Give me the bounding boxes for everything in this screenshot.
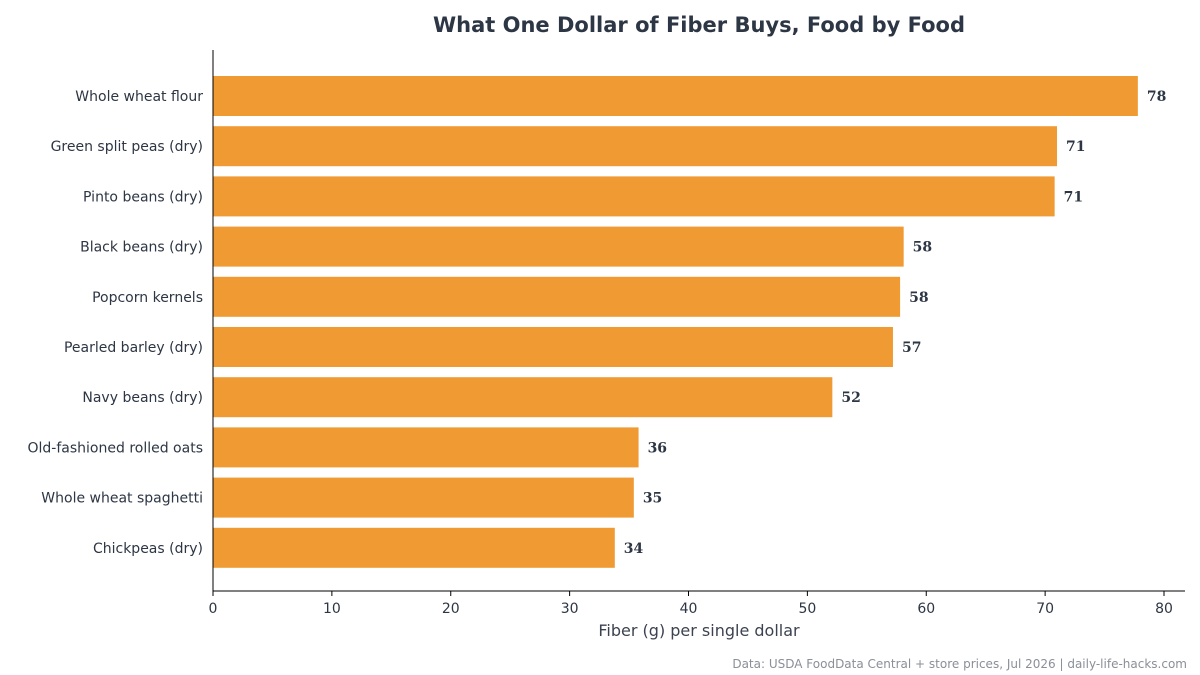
bar: [213, 427, 639, 468]
x-axis-label: Fiber (g) per single dollar: [598, 621, 800, 640]
x-axis: 0 10 20 30 40 50 60 70 80: [209, 590, 1185, 617]
x-tick-label: 0: [209, 601, 218, 617]
x-tick-label: 20: [442, 601, 460, 617]
category-label: Navy beans (dry): [82, 390, 203, 406]
category-labels-group: Whole wheat flour Green split peas (dry) P…: [28, 89, 204, 557]
bar-value-label: 52: [841, 390, 860, 406]
bar-value-label: 57: [902, 340, 921, 356]
x-tick-label: 30: [561, 601, 579, 617]
bar: [213, 477, 634, 518]
bar: [213, 527, 615, 568]
x-tick-label: 80: [1155, 601, 1173, 617]
bar-value-label: 71: [1066, 139, 1085, 155]
bar: [213, 126, 1058, 167]
category-label: Popcorn kernels: [92, 290, 203, 306]
category-label: Green split peas (dry): [51, 139, 203, 155]
category-label: Whole wheat flour: [75, 89, 203, 105]
bars-group: [213, 76, 1138, 568]
bar: [213, 76, 1138, 116]
bar-value-label: 58: [909, 290, 928, 306]
bar: [213, 276, 901, 317]
category-label: Pearled barley (dry): [64, 340, 203, 356]
category-label: Pinto beans (dry): [83, 189, 203, 205]
bar: [213, 226, 904, 267]
bar-value-label: 36: [648, 440, 667, 456]
bar: [213, 176, 1055, 217]
bar-value-label: 35: [643, 491, 662, 507]
category-label: Black beans (dry): [80, 240, 203, 256]
chart-title: What One Dollar of Fiber Buys, Food by F…: [433, 13, 965, 37]
category-label: Old-fashioned rolled oats: [28, 440, 203, 456]
source-note: Data: USDA FoodData Central + store pric…: [732, 657, 1187, 671]
bar-value-label: 58: [913, 240, 932, 256]
category-label: Whole wheat spaghetti: [41, 491, 203, 507]
x-tick-label: 50: [798, 601, 816, 617]
x-tick-label: 70: [1036, 601, 1054, 617]
value-labels-group: 78 71 71 58 58 57 52 36 35 34: [624, 89, 1167, 557]
x-tick-label: 10: [323, 601, 341, 617]
bar-value-label: 78: [1147, 89, 1166, 105]
x-tick-label: 60: [917, 601, 935, 617]
category-label: Chickpeas (dry): [93, 541, 203, 557]
bar-value-label: 71: [1064, 189, 1083, 205]
bar-value-label: 34: [624, 541, 644, 557]
bar: [213, 377, 833, 418]
x-tick-label: 40: [680, 601, 698, 617]
bar: [213, 327, 893, 367]
